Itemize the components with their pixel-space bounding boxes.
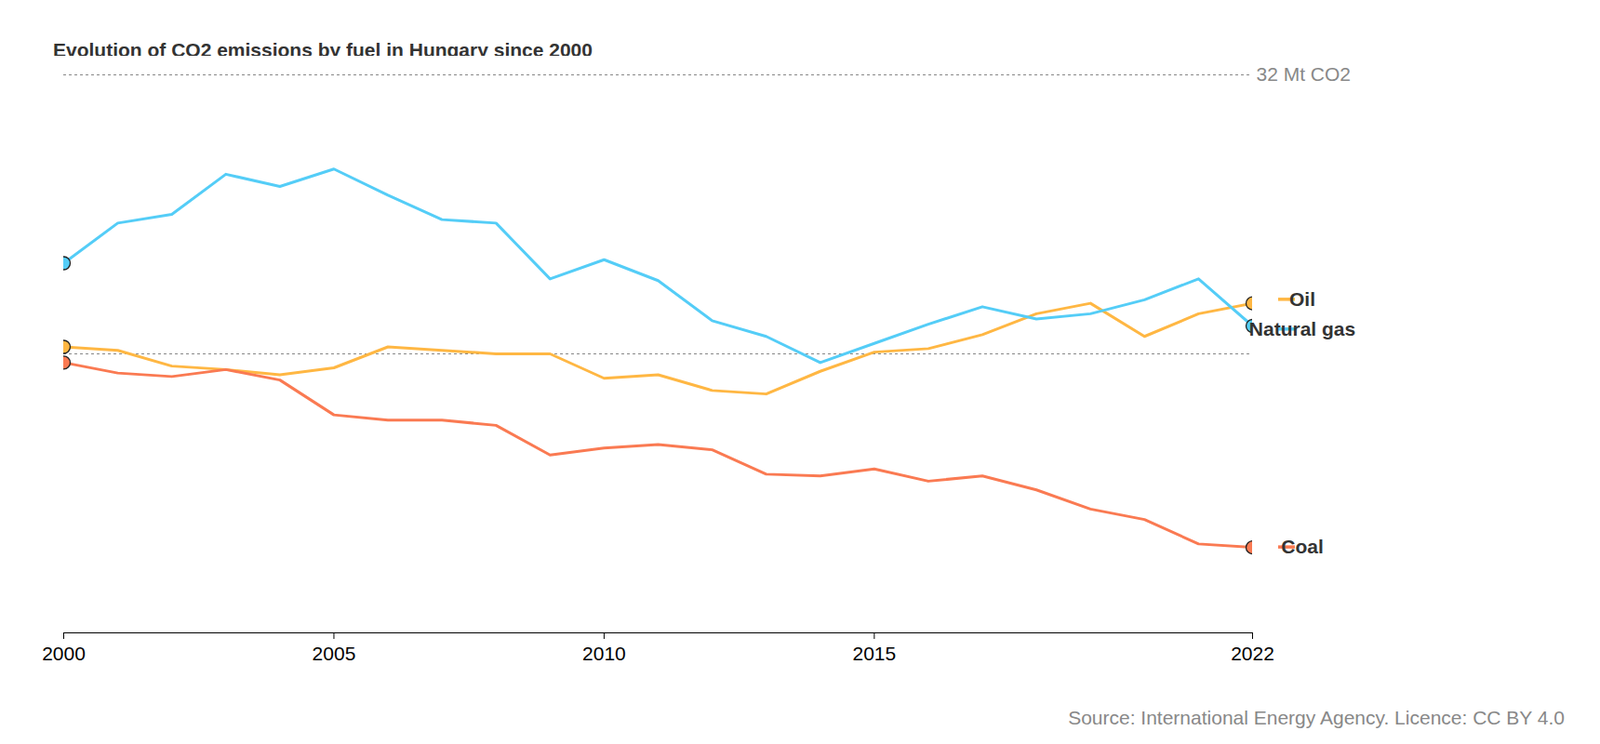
svg-text:Natural gas: Natural gas: [1249, 318, 1356, 340]
svg-text:2000: 2000: [41, 642, 86, 665]
svg-text:2015: 2015: [853, 642, 897, 665]
svg-text:Coal: Coal: [1280, 535, 1324, 558]
svg-text:32 Mt CO2: 32 Mt CO2: [1256, 63, 1352, 85]
html-text:Evolution of CO2 emissions by: Evolution of CO2 emissions by fuel in Hu…: [53, 39, 593, 61]
svg-text:Oil: Oil: [1289, 288, 1316, 310]
html-text:Source: International Energy A: Source: International Energy Agency. Lic…: [1068, 706, 1565, 729]
svg-text:2022: 2022: [1230, 642, 1275, 665]
svg-text:2010: 2010: [582, 642, 627, 665]
svg-text:2005: 2005: [312, 642, 357, 665]
